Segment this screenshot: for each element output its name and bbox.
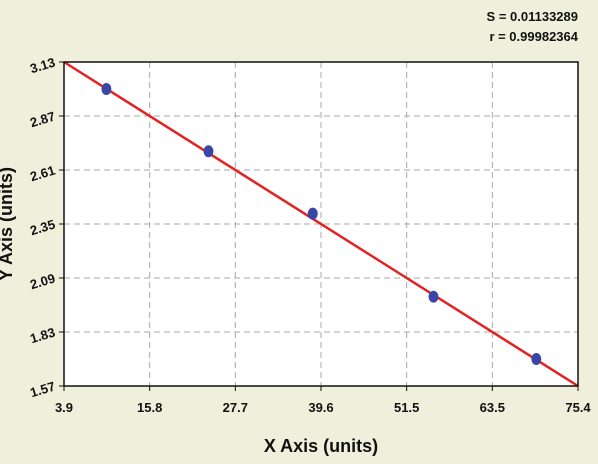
x-tick-label: 75.4: [565, 400, 591, 415]
x-tick-labels: 3.9 15.8 27.7 39.6 51.5 63.5 75.4: [55, 386, 591, 415]
y-tick-label: 2.09: [28, 271, 57, 293]
y-tick-label: 2.87: [28, 109, 57, 131]
x-tick-label: 3.9: [55, 400, 73, 415]
data-point: [428, 290, 439, 303]
s-statistic: S = 0.01133289: [487, 9, 578, 24]
r-statistic: r = 0.99982364: [489, 29, 578, 44]
y-axis-title: Y Axis (units): [0, 167, 16, 281]
data-points: [101, 83, 542, 365]
y-tick-label: 3.13: [28, 55, 57, 77]
y-tick-label: 1.57: [28, 379, 57, 401]
data-point: [307, 207, 318, 220]
x-tick-label: 39.6: [308, 400, 333, 415]
y-tick-label: 2.35: [28, 217, 57, 239]
y-tick-label: 2.61: [28, 163, 57, 185]
x-tick-label: 63.5: [480, 400, 505, 415]
y-tick-labels: 1.57 1.83 2.09 2.35 2.61 2.87 3.13: [28, 55, 64, 401]
y-tick-label: 1.83: [28, 325, 57, 347]
x-tick-label: 15.8: [137, 400, 162, 415]
data-point: [101, 83, 112, 95]
x-axis-title: X Axis (units): [264, 436, 378, 456]
data-point: [203, 145, 214, 158]
x-tick-label: 27.7: [223, 400, 248, 415]
regression-line: [63, 60, 579, 388]
data-point: [531, 353, 542, 365]
x-tick-label: 51.5: [394, 400, 419, 415]
